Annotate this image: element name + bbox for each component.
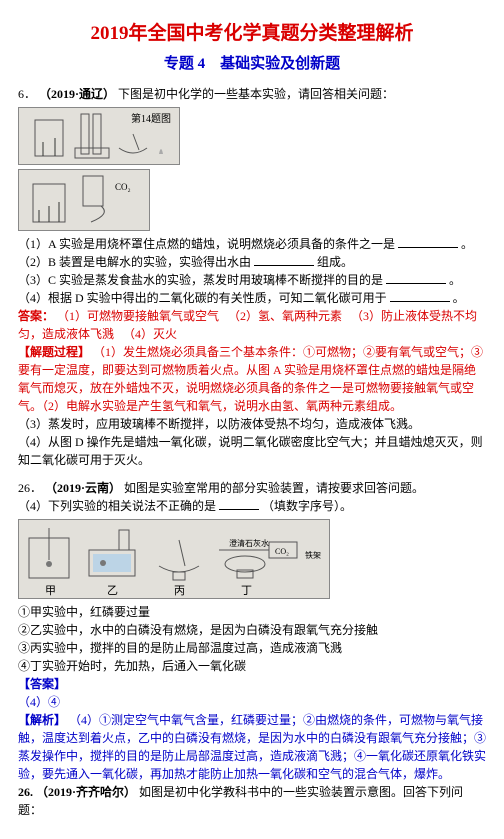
q26a-choice-3: ③丙实验中，搅拌的目的是防止局部温度过高，造成液滴飞溅 [18, 639, 486, 657]
q6-blank-3 [386, 271, 446, 284]
q6-line2b: 组成。 [317, 255, 353, 269]
q26a-source: （2019·云南） [45, 481, 121, 495]
q6-figure-2: CO₂ [18, 169, 150, 231]
q6-explain-body3: （4）从图 D 操作先是蜡烛一氧化碳，说明二氧化碳密度比空气大；并且蜡烛熄灭灭，… [18, 433, 486, 469]
q6-figure-block-2: CO₂ [18, 169, 486, 231]
q6-line1a: （1）A 实验是用烧杯罩住点燃的蜡烛，说明燃烧必须具备的条件之一是 [18, 237, 395, 251]
q26a-figure-block: 甲 乙 丙 CO₂ 澄清石灰水 铁架 丁 [18, 519, 486, 599]
q26a-blank [219, 497, 259, 510]
svg-text:铁架: 铁架 [305, 550, 321, 560]
svg-text:CO₂: CO₂ [115, 182, 131, 192]
question-6: 6． （2019·通辽） 下图是初中化学的一些基本实验，请回答相关问题： 第14… [18, 85, 486, 469]
q6-blank-1 [398, 235, 458, 248]
q6-line1b: 。 [461, 237, 473, 251]
q26b-number: 26. [18, 785, 33, 799]
question-26a: 26． （2019·云南） 如图是实验室常用的部分实验装置，请按要求回答问题。 … [18, 479, 486, 783]
q6-line3b: 。 [449, 273, 461, 287]
svg-text:澄清石灰水: 澄清石灰水 [229, 538, 269, 548]
q26b-source: （2019·齐齐哈尔） [36, 785, 136, 799]
q6-line3a: （3）C 实验是蒸发食盐水的实验，蒸发时用玻璃棒不断搅拌的目的是 [18, 273, 383, 287]
q6-answer-4: （4）灭火 [123, 327, 177, 341]
q26a-part4-stem: （4）下列实验的相关说法不正确的是 [18, 499, 216, 513]
q6-number: 6． [18, 87, 36, 101]
q26a-figure: 甲 乙 丙 CO₂ 澄清石灰水 铁架 丁 [18, 519, 330, 599]
q6-explain-body2: （3）蒸发时，应用玻璃棒不断搅拌，以防液体受热不均匀，造成液体飞溅。 [18, 415, 486, 433]
q26a-number: 26． [18, 481, 42, 495]
q6-explain-label: 【解题过程】 [18, 345, 90, 359]
q26a-ans-label: 【答案】 [18, 677, 66, 691]
q26a-choice-4: ④丁实验开始时，先加热，后通入一氧化碳 [18, 657, 486, 675]
q26a-choice-2: ②乙实验中，水中的白磷没有燃烧，是因为白磷没有跟氧气充分接触 [18, 621, 486, 639]
q26a-expl-label: 【解析】 [18, 713, 66, 727]
svg-text:第14题图: 第14题图 [131, 112, 171, 125]
page-title-main: 2019年全国中考化学真题分类整理解析 [18, 20, 486, 49]
q6-answer-label: 答案： [18, 309, 54, 323]
q6-figure-block-1: 第14题图 [18, 107, 486, 165]
page-title-sub: 专题 4 基础实验及创新题 [18, 53, 486, 76]
q26a-stem: 如图是实验室常用的部分实验装置，请按要求回答问题。 [124, 481, 424, 495]
svg-text:甲: 甲 [45, 585, 56, 597]
q6-blank-4 [390, 289, 450, 302]
q6-line4b: 。 [453, 291, 465, 305]
svg-text:丙: 丙 [174, 585, 185, 597]
q6-stem: 下图是初中化学的一些基本实验，请回答相关问题： [118, 87, 394, 101]
q6-line2a: （2）B 装置是电解水的实验，实验得出水由 [18, 255, 251, 269]
q26a-ans-text: （4）④ [18, 693, 486, 711]
q26a-choice-1: ①甲实验中，红磷要过量 [18, 603, 486, 621]
q6-answer-2: （2）氢、氧两种元素 [228, 309, 342, 323]
q6-answer-1: （1）可燃物要接触氧气或空气 [57, 309, 219, 323]
q6-source: （2019·通辽） [39, 87, 115, 101]
q6-figure-1: 第14题图 [18, 107, 180, 165]
svg-text:乙: 乙 [107, 584, 118, 597]
question-26b: 26. （2019·齐齐哈尔） 如图是初中化学教科书中的一些实验装置示意图。回答… [18, 783, 486, 819]
q6-line4a: （4）根据 D 实验中得出的二氧化碳的有关性质，可知二氧化碳可用于 [18, 291, 387, 305]
q26a-part4-tail: （填数字序号）。 [262, 499, 352, 513]
svg-text:丁: 丁 [241, 585, 252, 597]
q26a-expl-text: （4）①测定空气中氧气含量，红磷要过量；②由燃烧的条件，可燃物与氧气接触，温度达… [18, 713, 486, 781]
svg-text:CO₂: CO₂ [275, 547, 289, 556]
q6-blank-2 [254, 253, 314, 266]
